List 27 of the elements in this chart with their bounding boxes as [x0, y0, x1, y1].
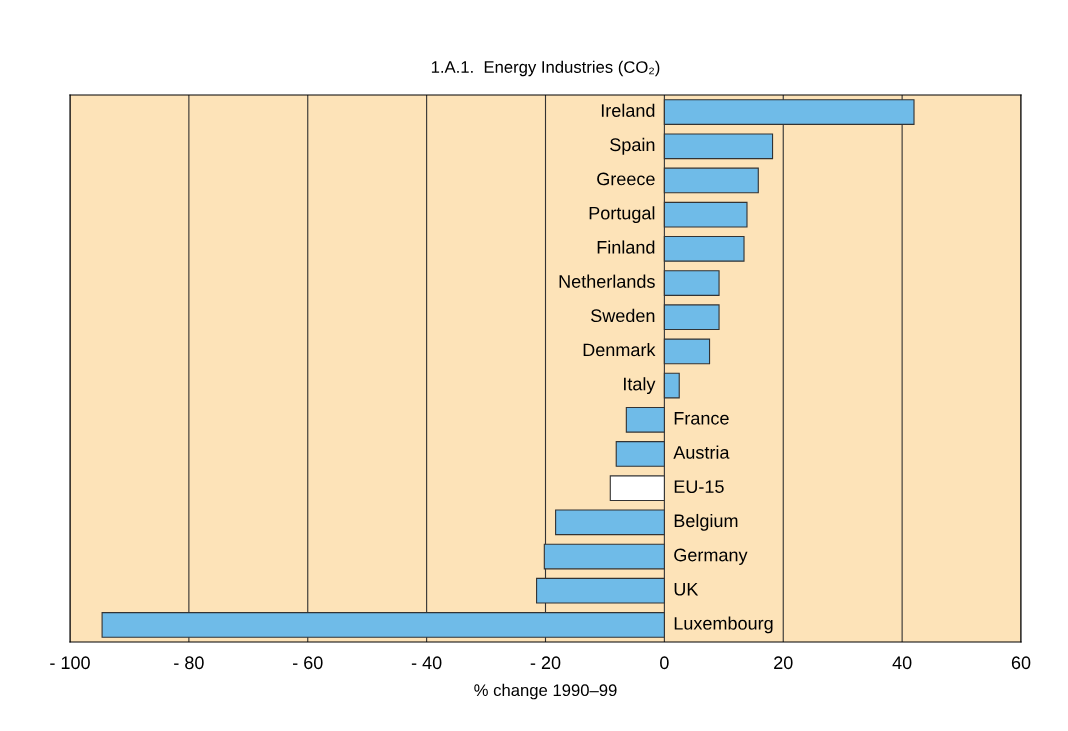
y-tick-label: Luxembourg: [674, 616, 773, 634]
y-tick-label: Sweden: [591, 308, 655, 323]
y-tick-label: Netherlands: [559, 274, 655, 288]
y-tick-label: Finland: [597, 240, 655, 254]
x-tick-label: - 80: [174, 656, 204, 670]
y-tick-label: France: [674, 412, 729, 425]
x-axis-title: % change 1990–99: [474, 683, 617, 700]
y-tick-label: Spain: [610, 137, 655, 155]
y-tick-label: Denmark: [583, 342, 656, 357]
y-tick-label: Portugal: [589, 206, 655, 224]
x-tick-label: 0: [660, 656, 669, 670]
y-tick-label: Austria: [673, 445, 730, 459]
y-tick-label: Germany: [674, 548, 748, 565]
y-tick-label: Belgium: [674, 513, 738, 531]
x-tick-label: 60: [1011, 656, 1031, 670]
chart-title: 1.A.1. Energy Industries (CO₂): [431, 60, 660, 77]
x-tick-label: - 60: [293, 656, 323, 670]
x-tick-label: 40: [892, 656, 912, 670]
x-tick-label: - 20: [530, 656, 561, 670]
y-tick-label: Italy: [624, 377, 656, 395]
y-tick-label: Greece: [597, 172, 655, 186]
x-tick-label: - 40: [411, 656, 442, 670]
x-tick-label: - 100: [50, 656, 90, 670]
y-tick-label: Ireland: [601, 103, 655, 117]
y-tick-label: EU-15: [674, 480, 724, 493]
x-tick-label: 20: [774, 656, 793, 670]
y-tick-label: UK: [674, 582, 699, 596]
